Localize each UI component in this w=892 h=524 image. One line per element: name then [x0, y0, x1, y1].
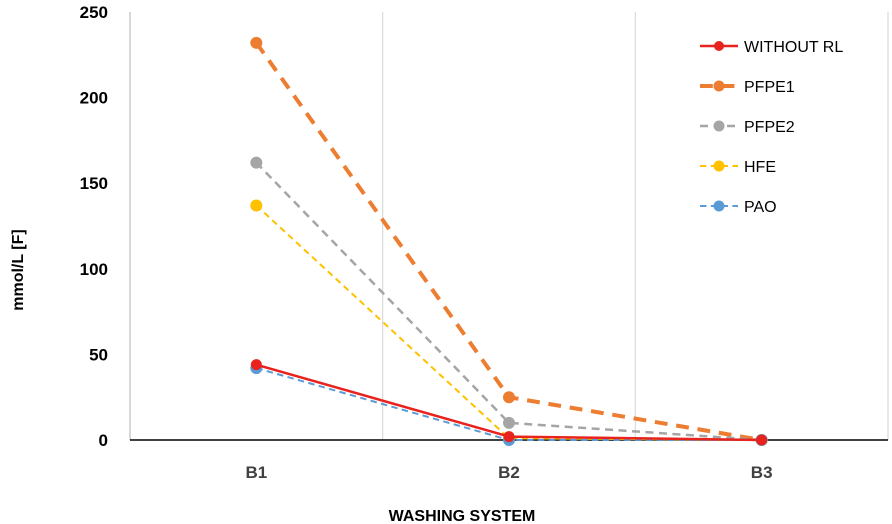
legend-label: PAO — [744, 199, 777, 216]
data-point — [250, 199, 263, 212]
data-point — [503, 431, 515, 443]
y-tick-label: 200 — [80, 89, 108, 108]
data-point — [756, 434, 768, 446]
series-line — [256, 367, 762, 441]
data-point — [250, 36, 263, 49]
series-line — [255, 161, 762, 442]
series-hfe — [250, 199, 768, 446]
legend-entry: HFE — [700, 159, 776, 176]
legend-label: HFE — [744, 159, 776, 176]
legend-label: PFPE1 — [744, 79, 795, 96]
legend-label: WITHOUT RL — [744, 39, 843, 56]
legend-marker — [714, 41, 724, 51]
legend-marker — [713, 200, 725, 212]
legend-marker — [713, 160, 725, 172]
series-group — [250, 36, 768, 446]
x-tick-label: B1 — [245, 463, 267, 482]
y-axis: 0 50 100 150 200 250 — [80, 3, 108, 450]
x-tick-label: B2 — [498, 463, 520, 482]
legend-label: PFPE2 — [744, 119, 795, 136]
legend-entry: PFPE2 — [700, 119, 795, 136]
x-axis: B1 B2 B3 — [245, 463, 772, 482]
y-tick-label: 250 — [80, 3, 108, 22]
legend-marker — [713, 120, 725, 132]
y-tick-label: 150 — [80, 174, 108, 193]
data-point — [503, 416, 515, 429]
series-without-rl — [250, 359, 768, 446]
x-tick-label: B3 — [751, 463, 773, 482]
legend: WITHOUT RL PFPE1 PFPE2 HFE PAO — [700, 39, 843, 216]
data-point — [250, 359, 262, 371]
data-point — [503, 391, 515, 404]
legend-entry: PAO — [700, 199, 777, 216]
data-point — [250, 156, 263, 169]
legend-marker — [713, 80, 725, 92]
legend-entry: WITHOUT RL — [700, 39, 843, 56]
y-axis-title: mmol/L [F] — [10, 229, 27, 310]
grid-lines — [129, 12, 889, 441]
y-tick-label: 0 — [99, 431, 108, 450]
legend-entry: PFPE1 — [700, 79, 795, 96]
y-tick-label: 50 — [89, 345, 108, 364]
y-tick-label: 100 — [80, 260, 108, 279]
x-axis-title: WASHING SYSTEM — [389, 508, 536, 524]
